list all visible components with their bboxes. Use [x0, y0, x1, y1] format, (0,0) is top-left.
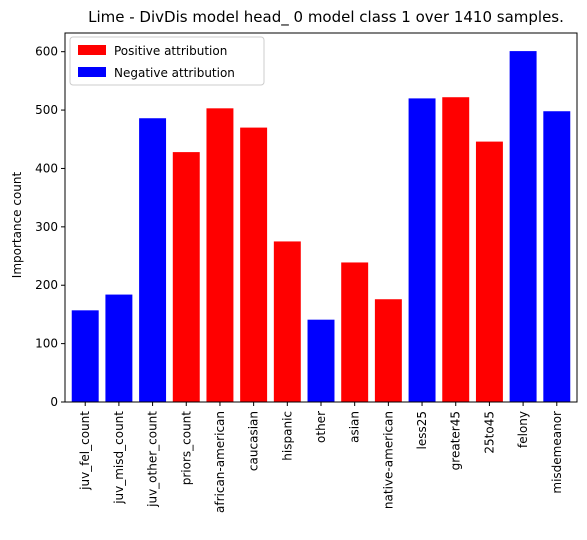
y-tick-label: 400	[35, 161, 58, 175]
x-tick-label: juv_other_count	[146, 411, 160, 508]
y-tick-label: 200	[35, 278, 58, 292]
legend-label-positive: Positive attribution	[114, 44, 227, 58]
bar-25to45	[475, 141, 503, 402]
x-tick-label: asian	[348, 411, 362, 443]
chart-title: Lime - DivDis model head_ 0 model class …	[88, 8, 564, 27]
bar-african-american	[206, 108, 234, 402]
x-tick-label: native-american	[381, 411, 395, 509]
y-tick-label: 100	[35, 337, 58, 351]
x-tick-label: less25	[415, 411, 429, 450]
bar-misdemeanor	[543, 111, 571, 403]
bar-asian	[341, 262, 369, 402]
y-tick-label: 300	[35, 220, 58, 234]
x-tick-label: juv_fel_count	[78, 411, 92, 491]
x-tick-label: african-american	[213, 411, 227, 513]
x-tick-label: felony	[516, 411, 530, 448]
legend-label-negative: Negative attribution	[114, 66, 235, 80]
legend-box	[69, 36, 265, 86]
bar-other	[307, 319, 335, 402]
bar-caucasian	[240, 127, 268, 402]
x-tick-label: misdemeanor	[550, 411, 564, 494]
bar-felony	[509, 51, 537, 402]
bar-native-american	[374, 299, 402, 402]
plot-area: 0 100 200 300 400 500 600 juv_fel_count juv_misd…	[35, 32, 578, 513]
bar-priors_count	[172, 152, 200, 402]
legend-swatch-positive	[78, 45, 106, 55]
bar-hispanic	[273, 241, 301, 402]
bar-less25	[408, 98, 436, 402]
y-axis-label: Importance count	[10, 171, 24, 278]
y-tick-label: 0	[50, 395, 58, 409]
bar-juv_misd_count	[105, 294, 133, 402]
y-tick-label: 600	[35, 45, 58, 59]
x-tick-label: other	[314, 411, 328, 443]
x-tick-label: greater45	[449, 411, 463, 470]
bar-juv_other_count	[139, 118, 167, 403]
y-tick-label: 500	[35, 103, 58, 117]
legend: Positive attribution Negative attribution	[69, 36, 265, 86]
x-tick-label: caucasian	[247, 411, 261, 471]
legend-swatch-negative	[78, 67, 106, 77]
x-tick-label: hispanic	[280, 411, 294, 461]
bar-juv_fel_count	[71, 310, 99, 402]
x-tick-label: priors_count	[179, 411, 193, 486]
bar-greater45	[442, 97, 470, 402]
x-tick-label: juv_misd_count	[112, 411, 126, 505]
x-tick-label: 25to45	[482, 411, 496, 454]
